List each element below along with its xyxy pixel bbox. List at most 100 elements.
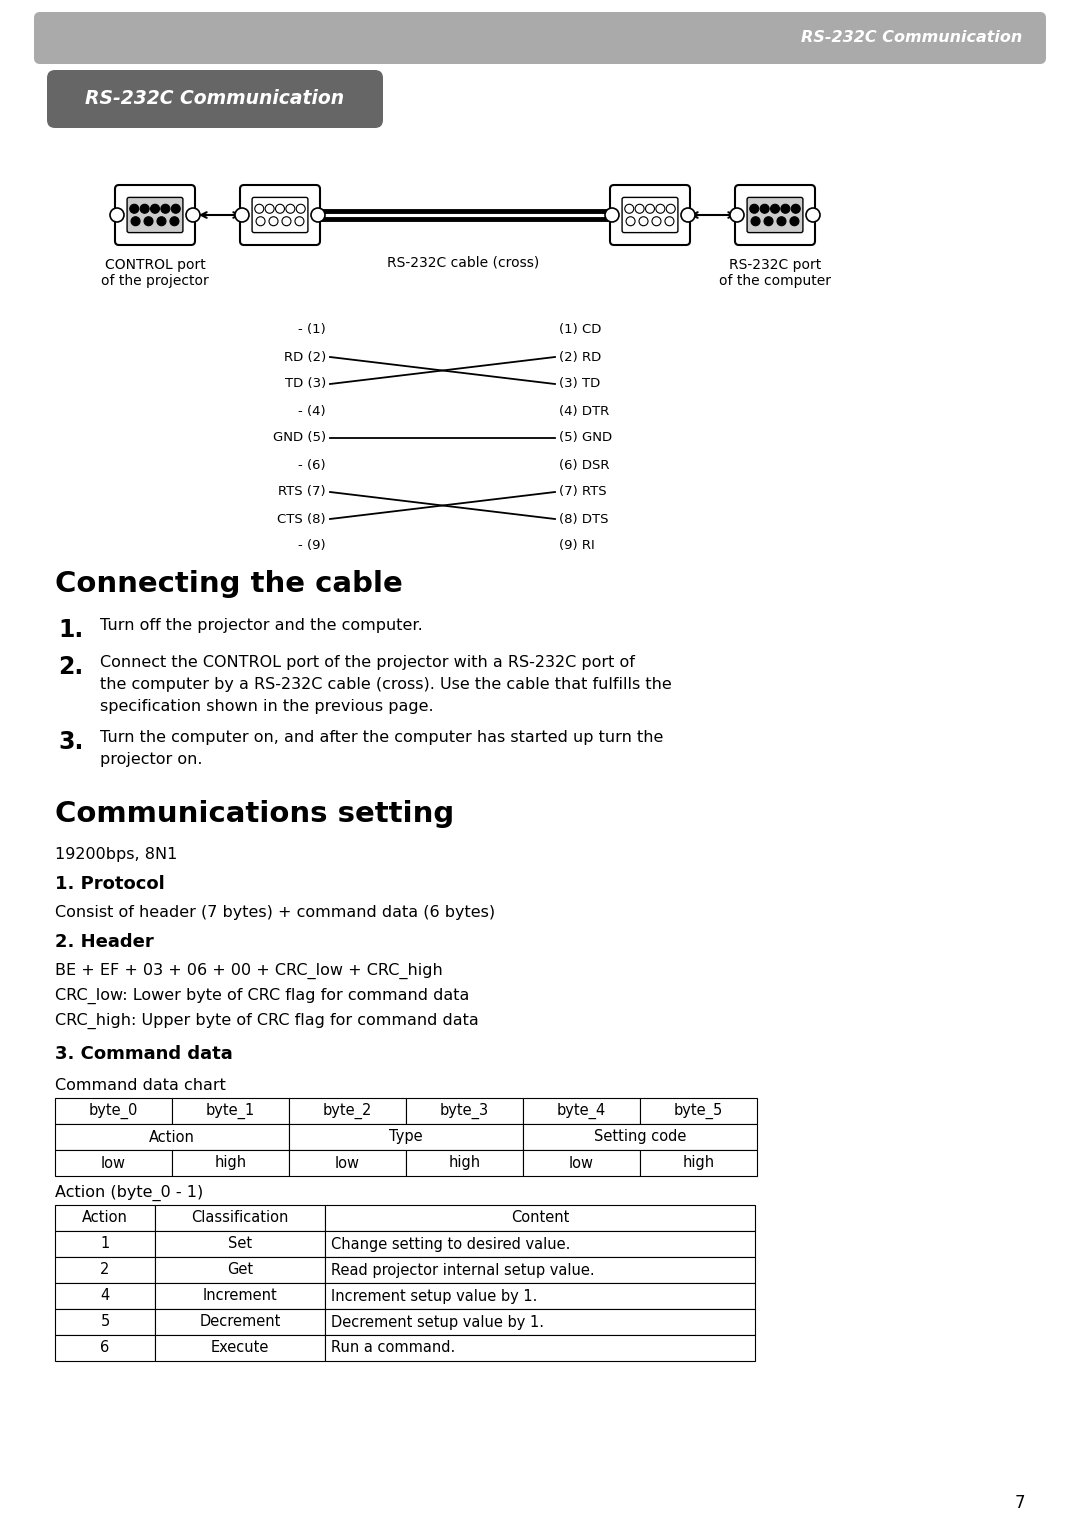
- Bar: [325, 1309, 755, 1335]
- Circle shape: [255, 204, 264, 214]
- Circle shape: [256, 217, 265, 226]
- Text: Read projector internal setup value.: Read projector internal setup value.: [330, 1262, 595, 1277]
- Text: RD (2): RD (2): [284, 351, 326, 363]
- Bar: [289, 1125, 523, 1151]
- Text: RTS (7): RTS (7): [279, 485, 326, 499]
- Circle shape: [777, 217, 786, 226]
- Circle shape: [157, 217, 166, 226]
- Circle shape: [131, 217, 140, 226]
- Text: - (6): - (6): [298, 458, 326, 472]
- Circle shape: [626, 217, 635, 226]
- Text: RS-232C cable (cross): RS-232C cable (cross): [387, 255, 539, 269]
- Circle shape: [275, 204, 284, 214]
- Circle shape: [186, 208, 200, 221]
- Text: (9) RI: (9) RI: [559, 540, 595, 552]
- Circle shape: [110, 208, 124, 221]
- Text: - (4): - (4): [298, 404, 326, 418]
- Circle shape: [235, 208, 249, 221]
- Text: Run a command.: Run a command.: [330, 1340, 456, 1355]
- FancyBboxPatch shape: [747, 197, 802, 232]
- Circle shape: [750, 204, 759, 214]
- FancyBboxPatch shape: [252, 197, 308, 232]
- Bar: [289, 1099, 406, 1125]
- Text: byte_0: byte_0: [89, 1103, 138, 1119]
- Text: (3) TD: (3) TD: [559, 377, 600, 391]
- Circle shape: [286, 204, 295, 214]
- Text: Communications setting: Communications setting: [55, 800, 455, 829]
- Bar: [523, 1099, 640, 1125]
- Text: 1. Protocol: 1. Protocol: [55, 874, 165, 893]
- Text: byte_2: byte_2: [323, 1103, 373, 1119]
- Circle shape: [161, 204, 170, 214]
- Text: low: low: [569, 1155, 594, 1170]
- Bar: [640, 1151, 757, 1177]
- Text: 1.: 1.: [58, 618, 83, 642]
- Bar: [172, 1099, 289, 1125]
- Text: projector on.: projector on.: [100, 752, 203, 768]
- Text: Execute: Execute: [211, 1340, 269, 1355]
- Text: specification shown in the previous page.: specification shown in the previous page…: [100, 699, 434, 714]
- Bar: [55, 1151, 172, 1177]
- Bar: [55, 1335, 156, 1361]
- Text: 2: 2: [100, 1262, 110, 1277]
- Bar: [523, 1125, 757, 1151]
- Bar: [55, 1206, 156, 1231]
- Text: low: low: [102, 1155, 126, 1170]
- Text: 1: 1: [100, 1236, 110, 1251]
- Text: CTS (8): CTS (8): [278, 513, 326, 525]
- FancyBboxPatch shape: [240, 185, 320, 246]
- Text: (8) DTS: (8) DTS: [559, 513, 608, 525]
- Text: 4: 4: [100, 1288, 110, 1303]
- FancyBboxPatch shape: [735, 185, 815, 246]
- Circle shape: [656, 204, 665, 214]
- Text: Setting code: Setting code: [594, 1129, 686, 1144]
- Bar: [325, 1257, 755, 1283]
- Text: Command data chart: Command data chart: [55, 1077, 226, 1093]
- Bar: [325, 1231, 755, 1257]
- Text: CONTROL port
of the projector: CONTROL port of the projector: [102, 258, 208, 288]
- Bar: [406, 1151, 523, 1177]
- Circle shape: [789, 217, 799, 226]
- Text: Action: Action: [149, 1129, 194, 1144]
- Bar: [156, 1283, 325, 1309]
- FancyBboxPatch shape: [610, 185, 690, 246]
- Text: low: low: [335, 1155, 360, 1170]
- Text: RS-232C port
of the computer: RS-232C port of the computer: [719, 258, 831, 288]
- Text: byte_4: byte_4: [557, 1103, 606, 1119]
- Text: Action (byte_0 - 1): Action (byte_0 - 1): [55, 1186, 203, 1201]
- FancyBboxPatch shape: [114, 185, 195, 246]
- Text: - (1): - (1): [298, 324, 326, 337]
- Circle shape: [295, 217, 303, 226]
- Text: (1) CD: (1) CD: [559, 324, 602, 337]
- FancyBboxPatch shape: [48, 70, 383, 128]
- Text: 7: 7: [1014, 1494, 1025, 1512]
- Circle shape: [666, 204, 675, 214]
- Text: Change setting to desired value.: Change setting to desired value.: [330, 1236, 570, 1251]
- Circle shape: [296, 204, 306, 214]
- Circle shape: [624, 204, 634, 214]
- Text: Get: Get: [227, 1262, 253, 1277]
- Circle shape: [760, 204, 769, 214]
- Circle shape: [681, 208, 696, 221]
- Text: CRC_high: Upper byte of CRC flag for command data: CRC_high: Upper byte of CRC flag for com…: [55, 1013, 478, 1029]
- Text: Turn the computer on, and after the computer has started up turn the: Turn the computer on, and after the comp…: [100, 729, 663, 745]
- Bar: [156, 1206, 325, 1231]
- Bar: [156, 1309, 325, 1335]
- Circle shape: [170, 217, 179, 226]
- Text: 2. Header: 2. Header: [55, 932, 153, 951]
- Circle shape: [652, 217, 661, 226]
- Circle shape: [665, 217, 674, 226]
- Text: Classification: Classification: [191, 1210, 288, 1225]
- Text: Increment setup value by 1.: Increment setup value by 1.: [330, 1288, 538, 1303]
- Bar: [325, 1283, 755, 1309]
- Circle shape: [311, 208, 325, 221]
- Text: byte_3: byte_3: [440, 1103, 489, 1119]
- Bar: [55, 1283, 156, 1309]
- Text: 3.: 3.: [58, 729, 83, 754]
- Circle shape: [140, 204, 149, 214]
- Text: (7) RTS: (7) RTS: [559, 485, 607, 499]
- Bar: [55, 1257, 156, 1283]
- Text: BE + EF + 03 + 06 + 00 + CRC_low + CRC_high: BE + EF + 03 + 06 + 00 + CRC_low + CRC_h…: [55, 963, 443, 980]
- Circle shape: [265, 204, 274, 214]
- Text: high: high: [215, 1155, 246, 1170]
